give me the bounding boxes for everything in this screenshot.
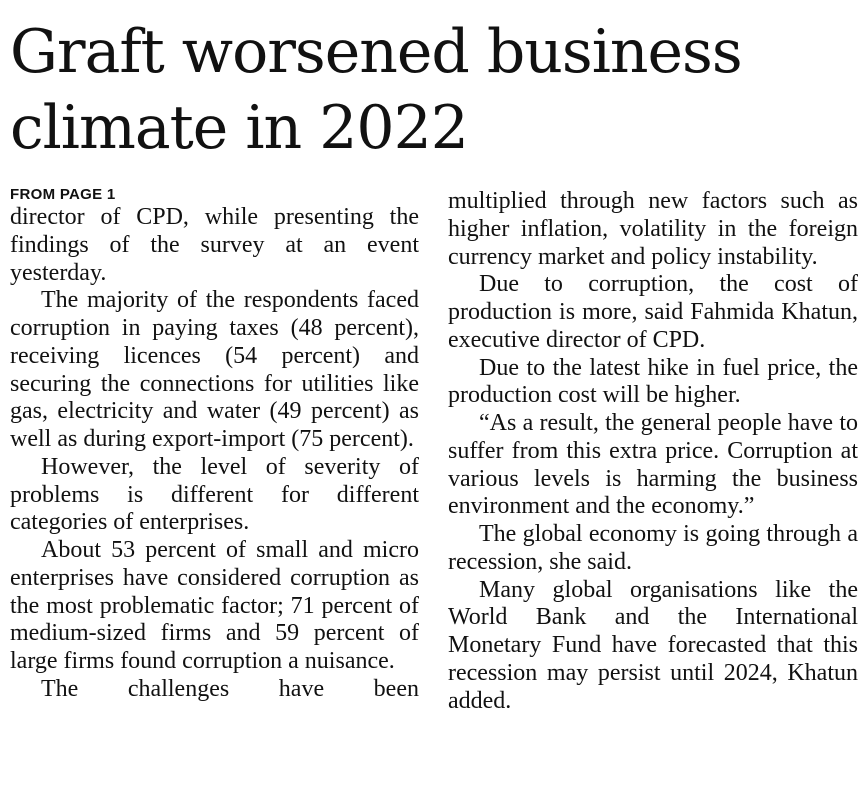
- paragraph-continues: The challenges have been: [41, 675, 419, 702]
- paragraph: “As a result, the general people have to…: [448, 410, 858, 520]
- paragraph: About 53 percent of small and micro ente…: [10, 537, 419, 674]
- paragraph: director of CPD, while presenting the fi…: [10, 204, 419, 286]
- headline-line-2: climate in 2022: [10, 93, 469, 163]
- paragraph: Many global organisations like the World…: [448, 576, 858, 714]
- right-column: multiplied through new factors such as h…: [448, 188, 858, 715]
- paragraph: Due to corruption, the cost of productio…: [448, 271, 858, 353]
- paragraph: The global economy is going through a re…: [448, 521, 858, 575]
- paragraph: The majority of the respondents faced co…: [10, 287, 419, 452]
- paragraph: multiplied through new factors such as h…: [448, 188, 858, 270]
- headline-line-1: Graft worsened business: [10, 17, 743, 87]
- paragraph: However, the level of severity of proble…: [10, 453, 419, 536]
- headline: Graft worsened business climate in 2022: [10, 14, 860, 166]
- paragraph: Due to the latest hike in fuel price, th…: [448, 354, 858, 409]
- continued-from-kicker: FROM PAGE 1: [10, 186, 116, 203]
- left-column: FROM PAGE 1 director of CPD, while prese…: [10, 186, 419, 704]
